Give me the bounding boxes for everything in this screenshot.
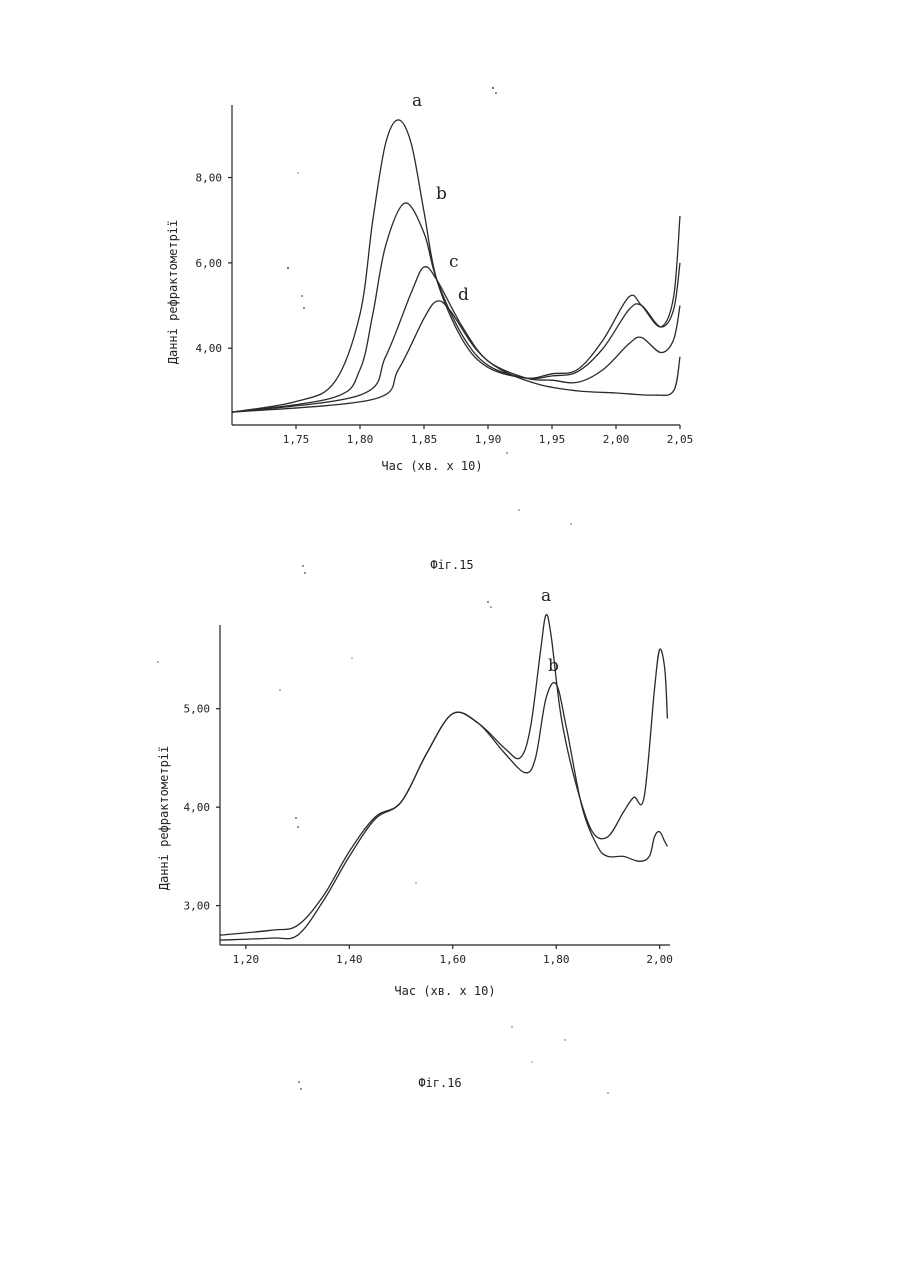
f15-series-label-b: b — [436, 184, 447, 204]
scan-speck — [304, 572, 306, 574]
f16-series-label-b: b — [548, 656, 559, 676]
f15-y-tick-label: 6,00 — [196, 257, 223, 270]
scan-speck — [297, 826, 299, 828]
f15-x-tick-label: 1,85 — [411, 433, 438, 446]
scan-speck — [303, 307, 305, 309]
scan-speck — [298, 1081, 300, 1083]
scan-speck — [287, 267, 289, 269]
scan-speck — [607, 1092, 608, 1093]
fig16-caption: Фіг.16 — [418, 1076, 461, 1090]
scan-speck — [564, 1039, 565, 1040]
fig16-x-axis-label: Час (хв. x 10) — [394, 984, 495, 998]
scan-speck — [570, 523, 571, 524]
scan-speck — [495, 92, 497, 94]
scan-speck — [506, 452, 508, 454]
fig15-x-axis-label: Час (хв. x 10) — [381, 459, 482, 473]
scan-speck — [301, 295, 303, 297]
fig16-y-axis-label: Данні рефрактометрії — [157, 746, 171, 891]
scan-speck — [492, 87, 494, 89]
f16-x-tick-label: 1,60 — [440, 953, 467, 966]
f15-series-label-d: d — [458, 285, 469, 305]
f16-x-tick-label: 2,00 — [646, 953, 673, 966]
f15-x-tick-label: 2,00 — [603, 433, 630, 446]
fig15-caption: Фіг.15 — [430, 558, 473, 572]
scan-speck — [490, 606, 492, 608]
f15-x-tick-label: 1,90 — [475, 433, 502, 446]
f16-series-label-a: a — [541, 586, 551, 606]
scan-speck — [297, 172, 298, 173]
scan-speck — [351, 657, 352, 658]
f15-series-label-c: c — [449, 252, 459, 272]
f16-x-tick-label: 1,20 — [233, 953, 260, 966]
scan-speck — [295, 817, 297, 819]
scan-speck — [415, 882, 416, 883]
f16-x-tick-label: 1,40 — [336, 953, 363, 966]
scan-speck — [487, 601, 489, 603]
f15-y-tick-label: 4,00 — [196, 342, 223, 355]
scan-speck — [300, 1088, 302, 1090]
f16-x-tick-label: 1,80 — [543, 953, 570, 966]
f16-y-tick-label: 5,00 — [184, 703, 211, 716]
f15-x-tick-label: 1,75 — [283, 433, 310, 446]
scan-speck — [518, 509, 519, 510]
f15-y-tick-label: 8,00 — [196, 172, 223, 185]
f15-x-tick-label: 2,05 — [667, 433, 694, 446]
f15-series-label-a: a — [412, 91, 422, 111]
scan-speck — [302, 565, 304, 567]
scan-speck — [531, 1061, 532, 1062]
f16-y-tick-label: 4,00 — [184, 801, 211, 814]
f15-x-tick-label: 1,95 — [539, 433, 566, 446]
f15-x-tick-label: 1,80 — [347, 433, 374, 446]
scan-speck — [157, 661, 158, 662]
f16-y-tick-label: 3,00 — [184, 900, 211, 913]
scan-speck — [511, 1026, 512, 1027]
fig15-y-axis-label: Данні рефрактометрії — [166, 220, 180, 365]
scan-speck — [279, 689, 280, 690]
